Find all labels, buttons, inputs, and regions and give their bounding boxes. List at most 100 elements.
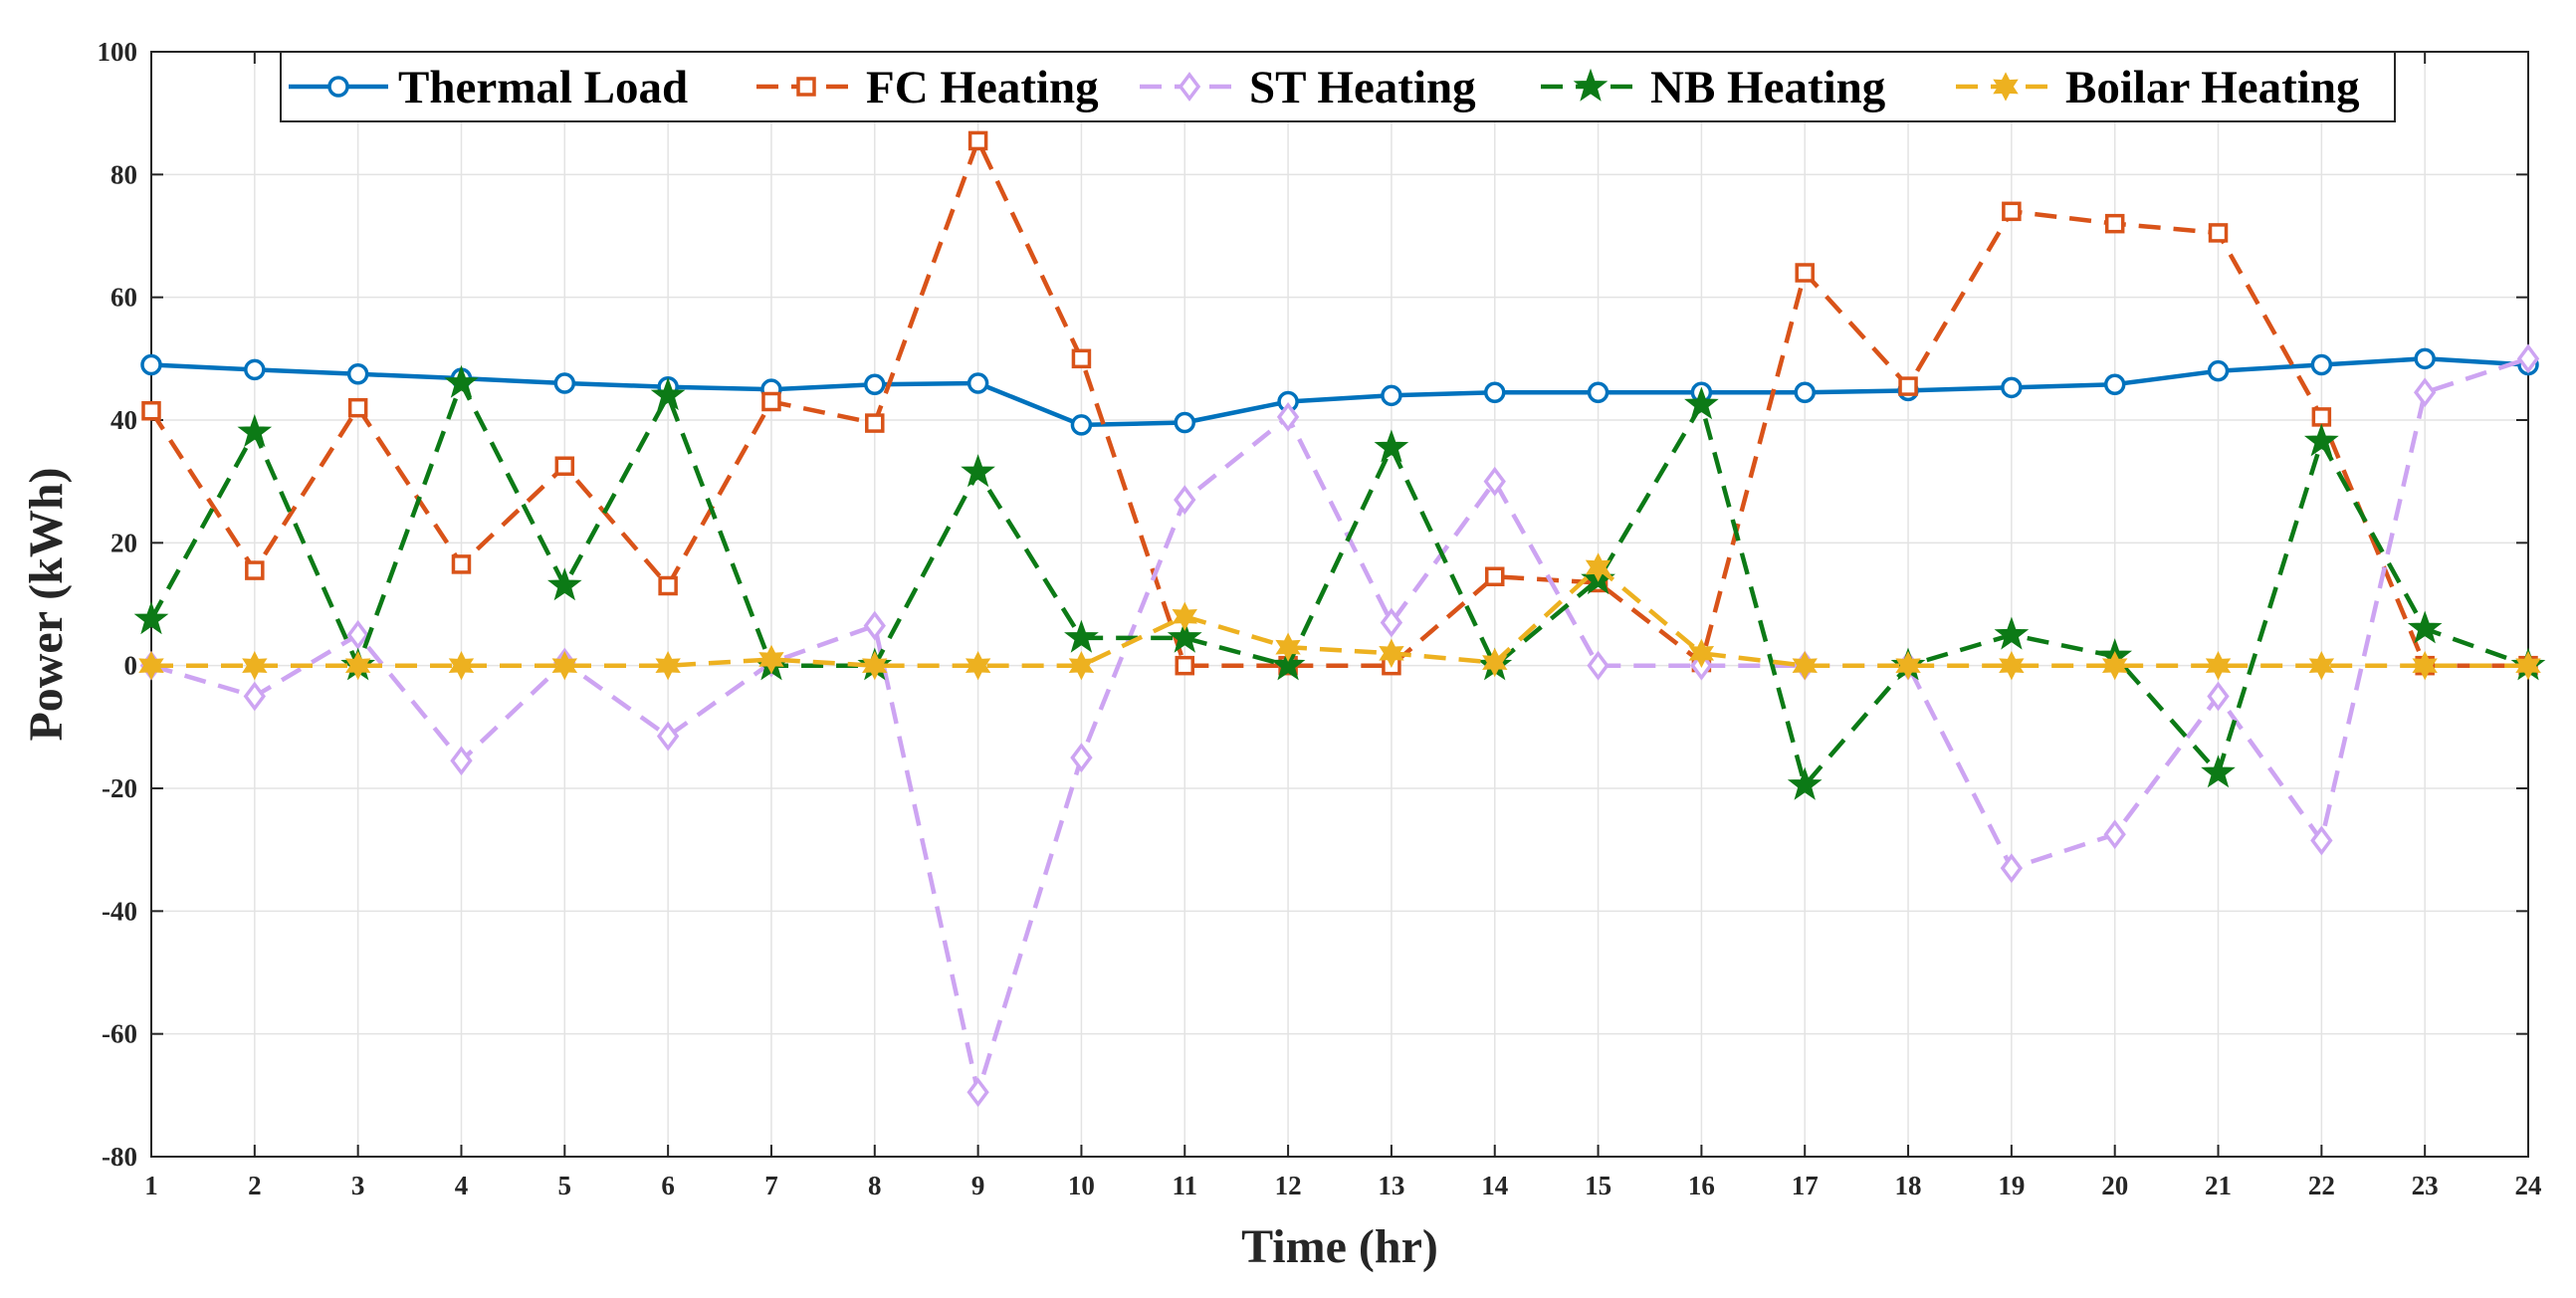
data-point-st-heating	[863, 610, 886, 641]
data-point-boilar-heating	[2515, 651, 2541, 681]
data-point-boilar-heating	[758, 644, 784, 675]
data-point-st-heating	[450, 746, 473, 776]
data-point-fc-heating	[2208, 223, 2229, 243]
data-point-fc-heating	[1175, 655, 1195, 676]
x-tick-label: 11	[1173, 1171, 1198, 1200]
data-point-boilar-heating	[1792, 651, 1818, 681]
data-point-boilar-heating	[2308, 651, 2335, 681]
data-point-thermal-load	[553, 372, 576, 394]
series-line-boilar-heating	[151, 564, 2528, 668]
y-tick-label: 60	[110, 283, 137, 313]
y-tick-label: 80	[110, 159, 137, 189]
x-tick-label: 12	[1275, 1171, 1302, 1200]
data-point-nb-heating	[1167, 619, 1202, 653]
data-point-st-heating	[1174, 485, 1196, 516]
data-point-thermal-load	[1587, 381, 1610, 403]
x-tick-label: 4	[455, 1171, 469, 1200]
data-point-st-heating	[346, 619, 369, 650]
data-point-nb-heating	[237, 414, 273, 448]
x-tick-label: 19	[1998, 1171, 2025, 1200]
x-tick-label: 6	[661, 1171, 675, 1200]
legend-marker	[1993, 72, 2019, 102]
data-point-thermal-load	[1483, 381, 1506, 403]
y-tick-label: -20	[102, 773, 137, 803]
y-tick-label: -60	[102, 1019, 137, 1049]
data-point-nb-heating	[1994, 616, 2030, 650]
data-point-boilar-heating	[1379, 638, 1404, 668]
legend-label: Boilar Heating	[2065, 62, 2360, 113]
series-line-nb-heating	[149, 380, 2529, 788]
data-point-fc-heating	[451, 554, 472, 574]
data-point-fc-heating	[347, 397, 368, 418]
x-tick-label: 9	[971, 1171, 985, 1200]
data-point-boilar-heating	[2101, 651, 2128, 681]
data-point-boilar-heating	[862, 651, 888, 681]
data-point-nb-heating	[2407, 610, 2443, 644]
data-point-nb-heating	[650, 377, 686, 411]
y-tick-label: 100	[98, 37, 138, 67]
data-point-thermal-load	[2310, 353, 2333, 376]
legend-entry-fc-heating: FC Heating	[756, 62, 1099, 113]
data-point-boilar-heating	[965, 651, 991, 681]
legend-label: ST Heating	[1249, 62, 1476, 113]
data-point-nb-heating	[133, 601, 169, 635]
x-tick-label: 8	[868, 1171, 882, 1200]
x-tick-label: 2	[248, 1171, 262, 1200]
x-tick-label: 15	[1585, 1171, 1611, 1200]
data-point-boilar-heating	[1068, 651, 1095, 681]
legend-entry-st-heating: ST Heating	[1140, 62, 1476, 113]
y-tick-label: 20	[110, 528, 137, 557]
legend-entry-thermal-load: Thermal Load	[289, 62, 688, 113]
x-tick-label: 5	[558, 1171, 572, 1200]
data-point-thermal-load	[2103, 373, 2126, 395]
data-point-nb-heating	[2303, 423, 2339, 457]
x-tick-label: 7	[764, 1171, 778, 1200]
legend-marker	[1573, 68, 1609, 102]
data-point-nb-heating	[1684, 386, 1719, 420]
data-point-fc-heating	[967, 130, 988, 151]
data-point-st-heating	[2103, 819, 2126, 850]
data-point-thermal-load	[346, 363, 369, 385]
data-point-thermal-load	[1794, 381, 1816, 403]
x-tick-label: 20	[2101, 1171, 2128, 1200]
data-point-boilar-heating	[242, 651, 268, 681]
data-point-thermal-load	[1070, 414, 1093, 436]
x-tick-label: 14	[1481, 1171, 1508, 1200]
x-tick-label: 10	[1068, 1171, 1095, 1200]
data-point-fc-heating	[761, 391, 781, 412]
series-line-thermal-load	[150, 356, 2529, 428]
data-point-st-heating	[1587, 650, 1610, 681]
x-tick-label: 1	[144, 1171, 158, 1200]
data-point-boilar-heating	[1688, 638, 1715, 668]
data-point-boilar-heating	[448, 651, 475, 681]
data-point-thermal-load	[244, 358, 266, 381]
x-tick-label: 22	[2308, 1171, 2335, 1200]
x-tick-label: 21	[2205, 1171, 2232, 1200]
data-point-boilar-heating	[551, 651, 578, 681]
data-point-thermal-load	[966, 372, 989, 394]
data-point-boilar-heating	[1895, 651, 1921, 681]
data-point-nb-heating	[1374, 429, 1409, 463]
data-point-fc-heating	[865, 413, 885, 433]
data-point-thermal-load	[2001, 376, 2023, 399]
data-point-st-heating	[966, 1077, 989, 1108]
x-tick-label: 23	[2412, 1171, 2439, 1200]
data-point-fc-heating	[2104, 213, 2125, 234]
data-point-nb-heating	[961, 454, 995, 488]
legend-entry-nb-heating: NB Heating	[1541, 62, 1886, 113]
x-tick-label: 24	[2515, 1171, 2542, 1200]
data-point-fc-heating	[554, 456, 575, 476]
x-tick-label: 3	[351, 1171, 365, 1200]
legend-marker	[796, 77, 816, 97]
x-tick-label: 18	[1895, 1171, 1922, 1200]
x-tick-label: 13	[1378, 1171, 1404, 1200]
data-point-boilar-heating	[138, 651, 164, 681]
data-point-fc-heating	[245, 560, 265, 580]
data-point-st-heating	[2000, 853, 2024, 884]
data-point-st-heating	[2207, 681, 2230, 712]
data-point-boilar-heating	[1172, 601, 1197, 631]
y-tick-label: -80	[102, 1142, 137, 1172]
data-point-st-heating	[1483, 466, 1506, 497]
data-point-thermal-load	[2414, 347, 2436, 370]
